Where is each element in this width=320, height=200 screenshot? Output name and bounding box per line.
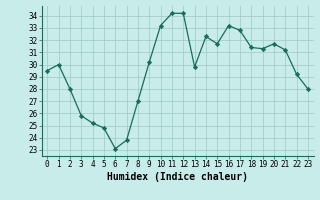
X-axis label: Humidex (Indice chaleur): Humidex (Indice chaleur) (107, 172, 248, 182)
